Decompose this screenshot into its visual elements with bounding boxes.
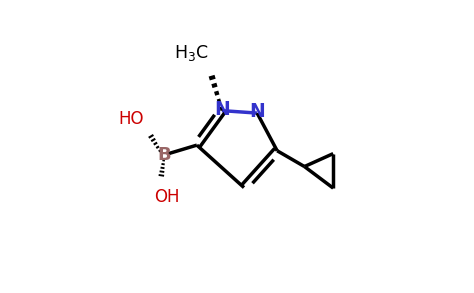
Text: N: N [249, 102, 265, 121]
Text: N: N [214, 100, 230, 119]
Text: H$_3$C: H$_3$C [174, 43, 209, 63]
Text: HO: HO [118, 110, 144, 128]
Text: B: B [157, 146, 171, 164]
Text: OH: OH [154, 188, 180, 206]
